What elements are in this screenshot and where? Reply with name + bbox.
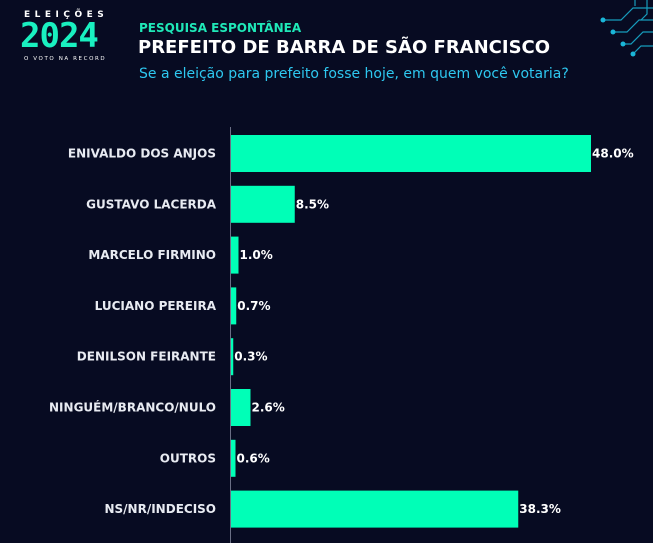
value-label: 2.6% [252, 401, 285, 415]
category-label: ENIVALDO DOS ANJOS [68, 147, 216, 161]
bar [231, 490, 519, 528]
logo-tagline: O VOTO NA RECORD [24, 56, 107, 62]
value-label: 0.6% [237, 451, 270, 465]
chart-title: PREFEITO DE BARRA DE SÃO FRANCISCO [138, 37, 551, 58]
value-label: 48.0% [592, 147, 634, 161]
category-label: DENILSON FEIRANTE [77, 350, 216, 364]
circuit-decoration-icon [600, 0, 653, 57]
category-label: OUTROS [160, 451, 216, 465]
bar [231, 389, 251, 426]
category-label: GUSTAVO LACERDA [86, 197, 217, 211]
value-label: 1.0% [240, 248, 273, 262]
bar [231, 236, 239, 274]
value-label: 0.3% [234, 350, 267, 364]
bar [231, 135, 591, 172]
bar [231, 287, 237, 325]
value-label: 8.5% [296, 197, 329, 211]
poll-question: Se a eleição para prefeito fosse hoje, e… [139, 66, 569, 82]
bar [231, 439, 236, 477]
category-label: MARCELO FIRMINO [88, 248, 216, 262]
logo-year: 2024 [20, 16, 99, 56]
bar [231, 338, 234, 376]
elections-2024-logo: ELEIÇÕES 2024 O VOTO NA RECORD [20, 10, 130, 66]
value-label: 38.3% [519, 502, 561, 516]
poll-type-label: PESQUISA ESPONTÂNEA [139, 21, 302, 35]
logo-top-text: ELEIÇÕES [24, 10, 109, 20]
category-label: LUCIANO PEREIRA [95, 299, 217, 313]
category-label: NINGUÉM/BRANCO/NULO [49, 400, 216, 415]
bar [231, 185, 295, 223]
category-label: NS/NR/INDECISO [104, 502, 216, 516]
value-label: 0.7% [237, 299, 270, 313]
